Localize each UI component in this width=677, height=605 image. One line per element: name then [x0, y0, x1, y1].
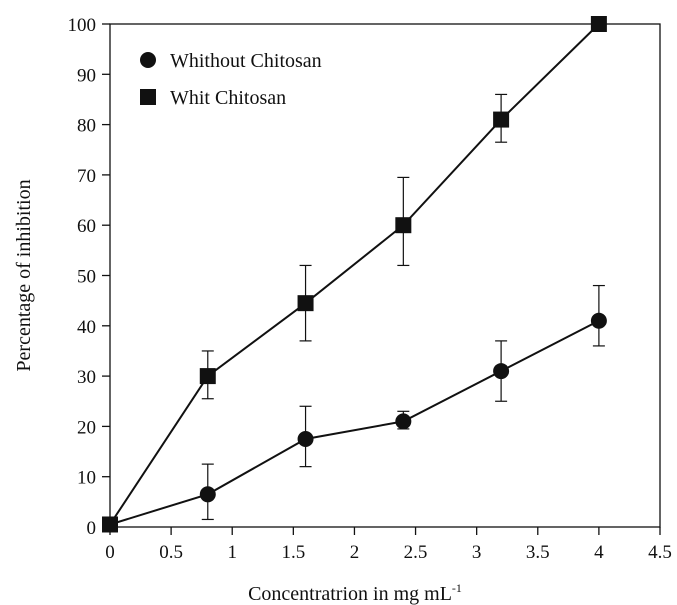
legend-square-marker: [140, 89, 156, 105]
data-point-circle: [590, 312, 607, 329]
x-tick-label: 0: [105, 542, 115, 563]
y-tick-label: 0: [87, 518, 97, 539]
series-layer: [102, 16, 607, 533]
x-tick-label: 1: [227, 542, 237, 563]
y-axis-title: Percentage of inhibition: [13, 179, 35, 371]
y-axis-ticks: 0 10 20 30 40 50 60 70 80 90 100: [68, 15, 110, 539]
data-point-circle: [395, 413, 412, 430]
y-tick-label: 90: [77, 65, 96, 86]
series-1: [102, 284, 607, 533]
x-tick-label: 2: [350, 542, 360, 563]
y-tick-label: 80: [77, 116, 96, 137]
x-tick-label: 3: [472, 542, 482, 563]
y-tick-label: 40: [77, 317, 96, 338]
x-tick-label: 4.5: [648, 542, 672, 563]
data-point-circle: [297, 430, 314, 447]
x-tick-label: 1.5: [281, 542, 305, 563]
legend-item: Whithout Chitosan: [140, 50, 322, 72]
x-axis-ticks: 0 0.5 1 1.5 2 2.5 3 3.5 4 4.5: [105, 527, 672, 563]
legend-circle-marker: [140, 52, 156, 68]
x-tick-label: 4: [594, 542, 604, 563]
data-point-circle: [493, 363, 510, 380]
y-tick-label: 60: [77, 216, 96, 237]
data-point-circle: [199, 486, 216, 503]
legend-label: Whithout Chitosan: [170, 50, 322, 72]
y-tick-label: 70: [77, 166, 96, 187]
legend: Whithout Chitosan Whit Chitosan: [140, 50, 322, 109]
x-tick-label: 0.5: [159, 542, 183, 563]
legend-label: Whit Chitosan: [170, 87, 286, 109]
x-tick-label: 2.5: [404, 542, 428, 563]
legend-item: Whit Chitosan: [140, 87, 286, 109]
y-tick-label: 100: [68, 15, 97, 36]
data-point-square: [395, 217, 412, 234]
y-tick-label: 50: [77, 267, 96, 288]
x-axis-title-superscript: -1: [452, 581, 462, 595]
y-tick-label: 20: [77, 417, 96, 438]
series-line: [109, 319, 600, 526]
data-point-square: [493, 111, 510, 128]
data-point-square: [297, 295, 314, 312]
x-tick-label: 3.5: [526, 542, 550, 563]
y-tick-label: 30: [77, 367, 96, 388]
data-point-square: [199, 368, 216, 385]
data-point-square: [102, 516, 118, 533]
data-point-square: [590, 16, 607, 32]
series-line: [109, 23, 600, 526]
x-axis-title-text: Concentratrion in mg mL: [248, 583, 452, 605]
y-tick-label: 10: [77, 468, 96, 489]
x-axis-title: Concentratrion in mg mL-1: [248, 581, 462, 605]
series-2: [102, 16, 607, 533]
